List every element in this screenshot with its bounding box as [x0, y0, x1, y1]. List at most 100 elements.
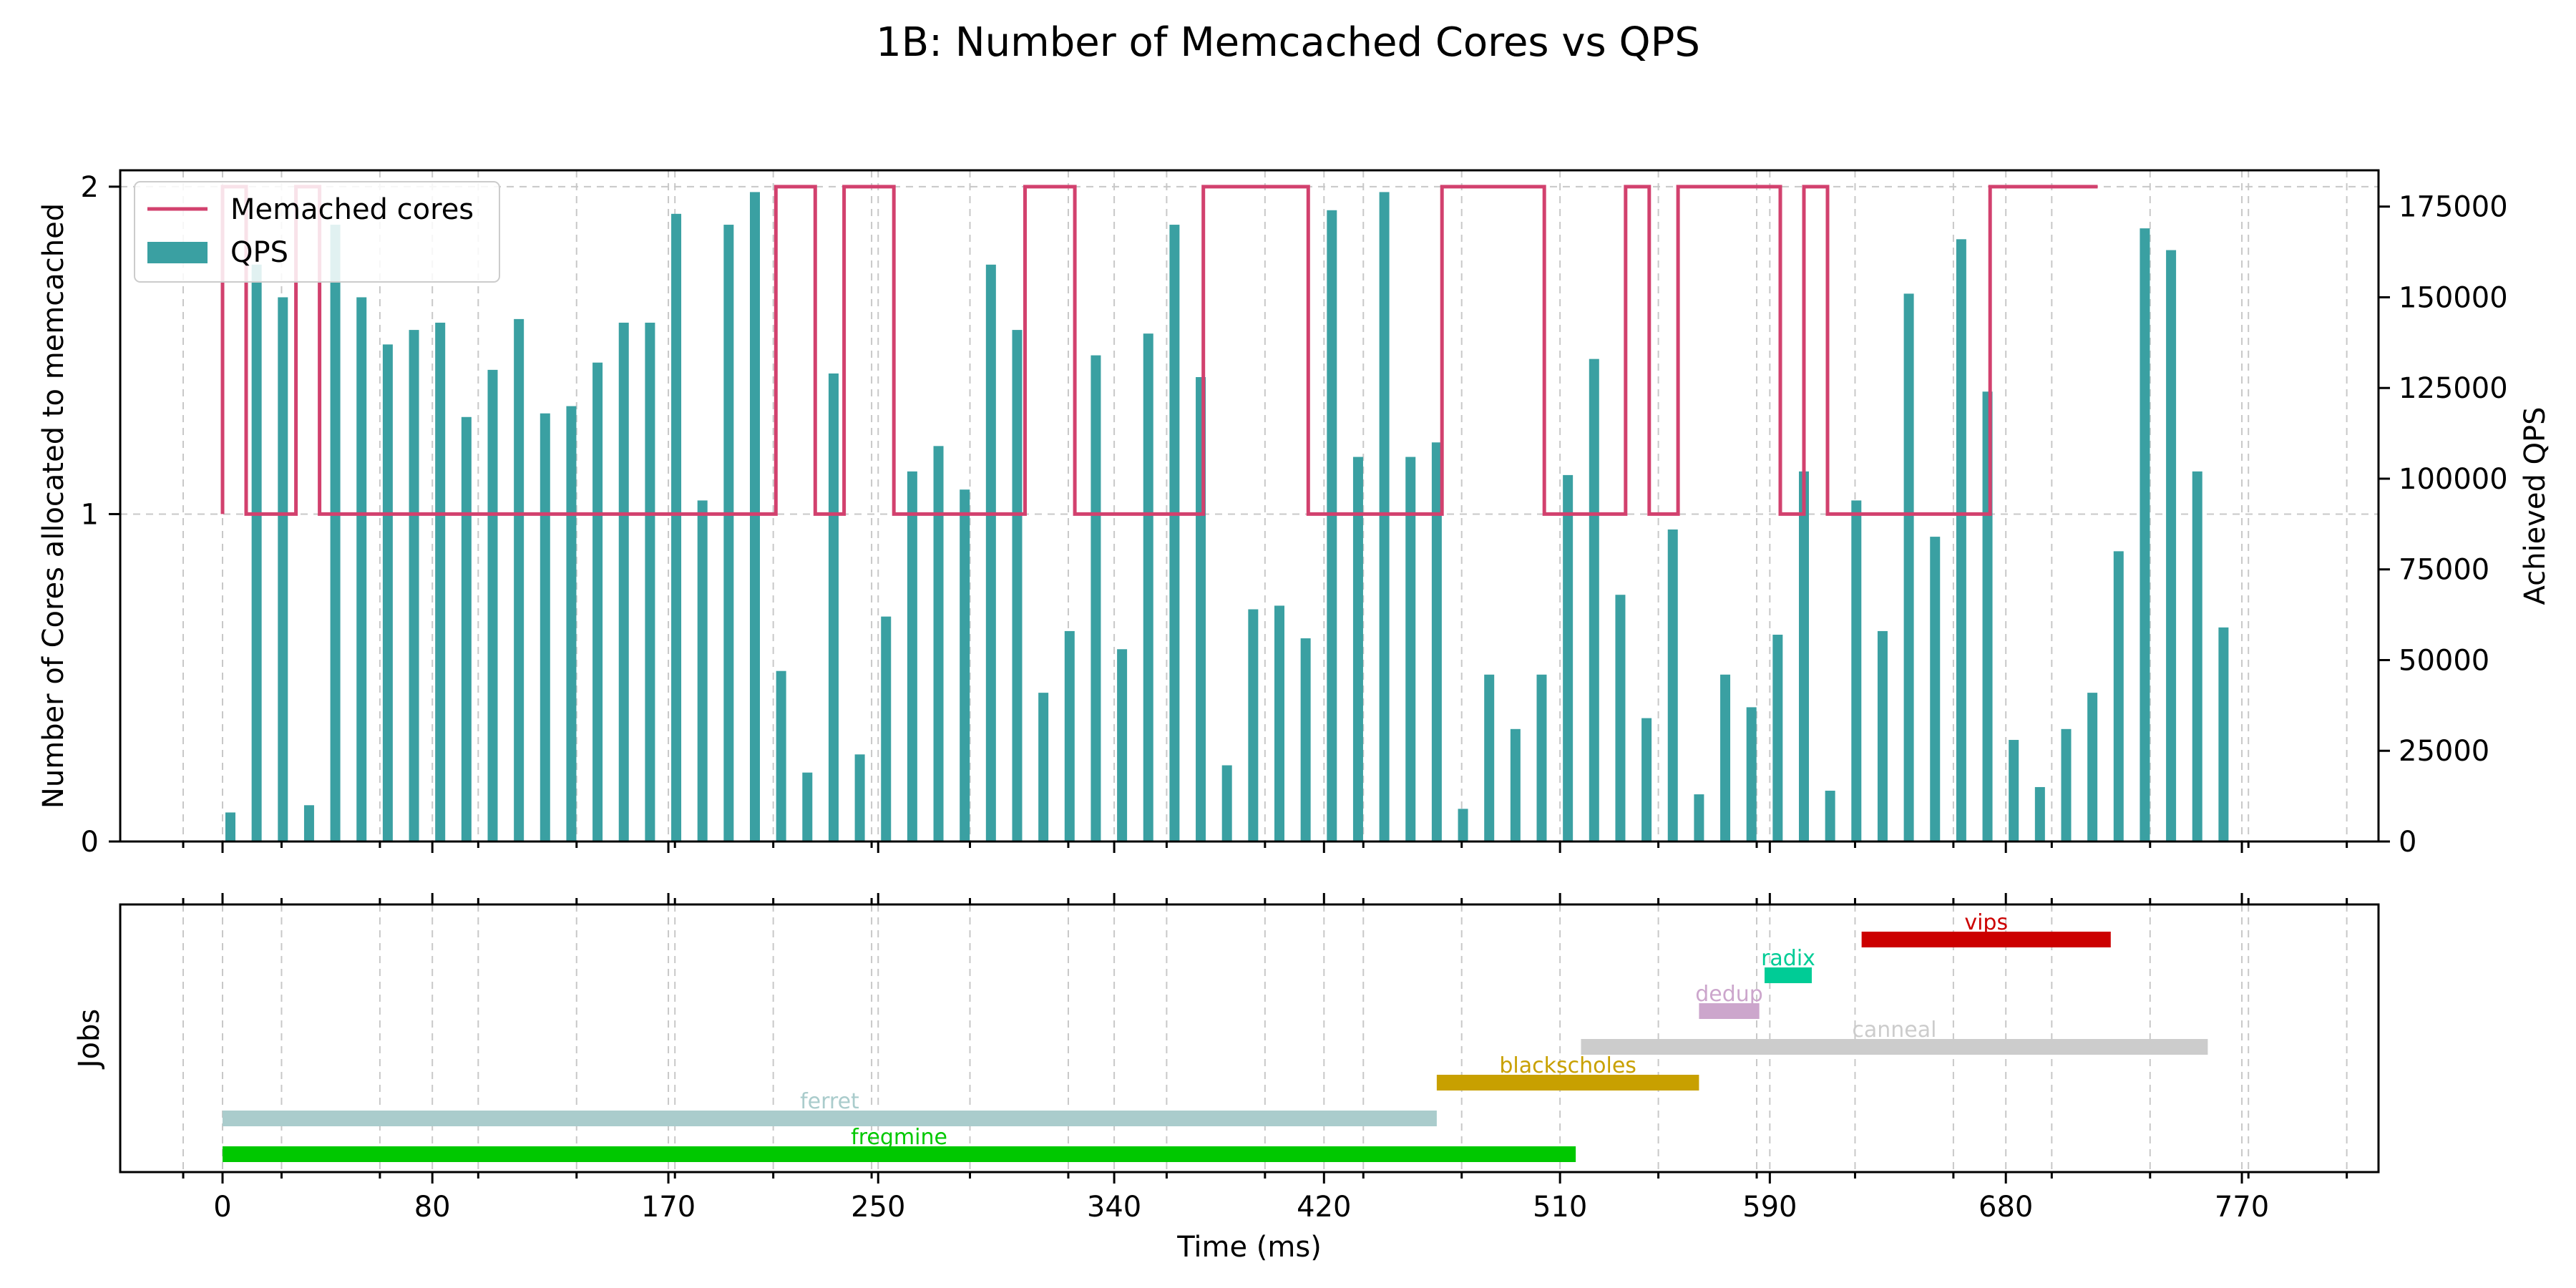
job-label-vips: vips [1964, 910, 2008, 935]
qps-bar [2009, 740, 2019, 841]
qps-bar [2034, 786, 2045, 841]
qps-bar [645, 322, 655, 841]
top-plot-frame [119, 169, 2380, 843]
qps-bar [356, 297, 367, 841]
job-bar-dedup [1699, 1003, 1760, 1019]
top-panel: 0 1 2 0 25000 50000 75000 100000 125000 150000 17… [37, 169, 2552, 904]
qps-bar [1903, 293, 1914, 842]
qps-bar [1012, 330, 1023, 841]
bottom-x-ticks: 0 80 170 250 340 420 510 590 680 770 [182, 1172, 2348, 1224]
qps-bar [960, 489, 970, 841]
right-y-tick-label: 175000 [2399, 191, 2508, 224]
qps-bar [1956, 239, 1966, 841]
bottom-y-axis-label: Jobs [73, 1009, 106, 1070]
qps-bar [1117, 649, 1128, 841]
qps-bar [1694, 794, 1704, 841]
qps-bar [618, 322, 629, 841]
qps-bar [1300, 638, 1311, 841]
right-y-tick-label: 100000 [2399, 463, 2508, 496]
qps-bar [1851, 500, 1862, 841]
chart-title: 1B: Number of Memcached Cores vs QPS [876, 19, 1700, 66]
qps-bar [723, 225, 734, 841]
qps-bar [1667, 529, 1678, 841]
right-y-tick-label: 75000 [2399, 554, 2489, 587]
job-label-blackscholes: blackscholes [1499, 1053, 1636, 1078]
qps-bar [1798, 471, 1809, 841]
qps-bar [1431, 442, 1442, 841]
job-bar-ferret [223, 1111, 1437, 1126]
qps-bar [2061, 728, 2072, 841]
job-bar-canneal [1581, 1039, 2208, 1055]
qps-bar [1536, 674, 1547, 841]
qps-bar [330, 225, 341, 841]
qps-bar [1825, 791, 1835, 841]
job-bar-vips [1861, 932, 2111, 947]
left-y-tick-label: 0 [81, 826, 99, 859]
series-line-memached-cores [220, 185, 2098, 516]
qps-bar [1221, 765, 1232, 841]
legend-label-qps: QPS [230, 236, 288, 269]
qps-bar [1064, 630, 1075, 841]
qps-bar [2166, 250, 2177, 841]
job-bar-fregmine [223, 1146, 1576, 1162]
qps-bar [409, 330, 419, 841]
x-tick-label: 590 [1742, 1191, 1797, 1224]
job-bar-radix [1765, 967, 1812, 983]
right-y-tick-label: 0 [2399, 826, 2416, 859]
qps-bar [907, 471, 917, 841]
qps-bar [1038, 693, 1049, 841]
qps-bar [828, 373, 839, 841]
qps-bar [566, 406, 577, 841]
qps-bar [1091, 355, 1101, 842]
qps-bar [1641, 718, 1652, 841]
qps-bar [1615, 595, 1626, 841]
legend-swatch-qps [147, 242, 208, 263]
x-tick-label: 250 [851, 1191, 905, 1224]
qps-bar [2218, 627, 2229, 841]
x-tick-label: 0 [213, 1191, 231, 1224]
qps-bar [1169, 225, 1180, 841]
qps-bar [671, 213, 682, 841]
qps-bar [514, 318, 525, 841]
left-y-axis-label: Number of Cores allocated to memcached [37, 203, 70, 809]
qps-bar [802, 772, 813, 841]
qps-bar [461, 416, 472, 841]
qps-bar [303, 805, 314, 841]
x-tick-label: 510 [1533, 1191, 1587, 1224]
qps-bar [1930, 537, 1941, 841]
right-y-tick-label: 25000 [2399, 735, 2489, 768]
qps-bar [1327, 210, 1337, 842]
qps-bar [487, 369, 498, 841]
right-y-axis-label: Achieved QPS [2519, 406, 2552, 605]
qps-bar [540, 413, 550, 841]
legend-box [134, 181, 500, 283]
qps-bar [382, 344, 393, 841]
left-y-tick-label: 1 [81, 498, 99, 531]
qps-bars [225, 192, 2229, 842]
qps-bar [1563, 474, 1574, 841]
qps-bar [1143, 333, 1153, 841]
right-y-tick-label: 50000 [2399, 644, 2489, 677]
qps-bar [1484, 674, 1495, 841]
qps-bar [435, 322, 446, 841]
right-y-tick-label: 150000 [2399, 281, 2508, 314]
qps-bar [1772, 634, 1783, 841]
x-tick-label: 770 [2215, 1191, 2269, 1224]
qps-bar [251, 264, 262, 841]
right-y-tick-label: 125000 [2399, 372, 2508, 405]
qps-bar [1877, 630, 1888, 841]
x-tick-label: 680 [1979, 1191, 2033, 1224]
qps-bar [1248, 609, 1259, 841]
job-bars: fregmine ferret blackscholes canneal dedup ra… [223, 910, 2208, 1162]
qps-bar [697, 500, 708, 841]
qps-bar [1720, 674, 1731, 841]
qps-bar [2087, 693, 2098, 841]
right-y-ticks: 0 25000 50000 75000 100000 125000 150000 175000 [2379, 191, 2508, 859]
top-x-ticks [182, 841, 2348, 904]
job-label-fregmine: fregmine [851, 1125, 947, 1150]
left-y-tick-label: 2 [81, 171, 99, 204]
job-label-dedup: dedup [1695, 982, 1763, 1007]
x-tick-label: 420 [1297, 1191, 1351, 1224]
qps-bar [2192, 471, 2202, 841]
